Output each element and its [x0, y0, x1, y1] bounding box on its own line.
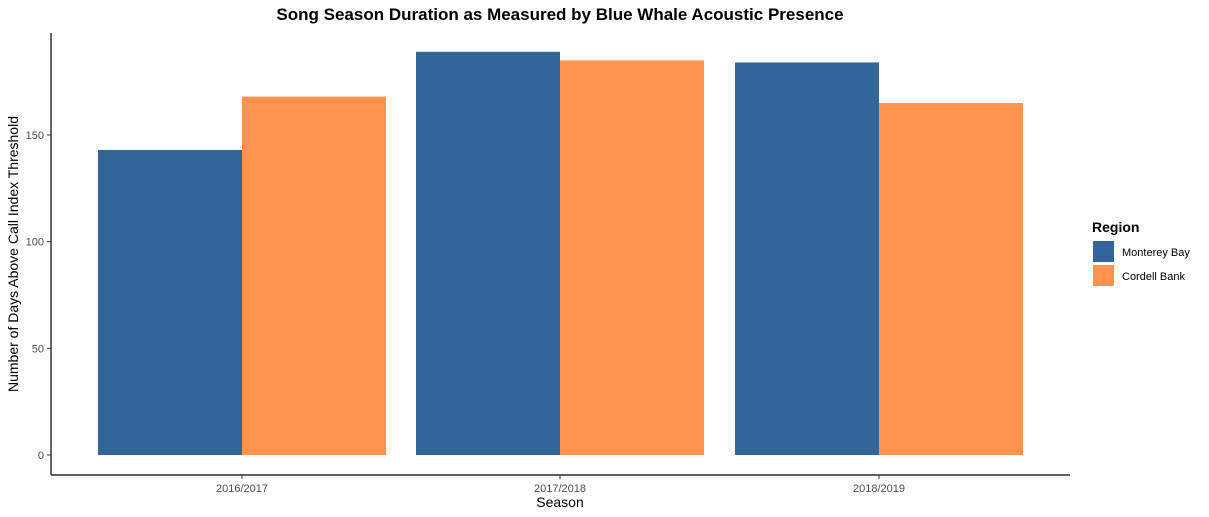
legend-title: Region	[1092, 219, 1139, 235]
y-ticks-group: 0 50 100 150	[26, 130, 51, 462]
legend-key-monterey-bay	[1093, 241, 1114, 262]
y-tick-label: 0	[38, 450, 44, 462]
x-axis-title: Season	[536, 494, 583, 510]
x-tick-label: 2018/2019	[853, 483, 905, 495]
y-tick-label: 100	[26, 237, 44, 249]
bar-cordell-bank-2018-2019	[879, 103, 1023, 455]
legend: Region Monterey Bay Cordell Bank	[1092, 219, 1190, 286]
y-tick-label: 150	[26, 130, 44, 142]
chart-title: Song Season Duration as Measured by Blue…	[276, 5, 843, 24]
legend-key-cordell-bank	[1093, 265, 1114, 286]
bar-cordell-bank-2017-2018	[560, 60, 704, 455]
bar-monterey-bay-2017-2018	[416, 51, 560, 456]
legend-label-monterey-bay: Monterey Bay	[1122, 247, 1190, 259]
x-ticks-group: 2016/2017 2017/2018 2018/2019	[216, 475, 905, 495]
legend-label-cordell-bank: Cordell Bank	[1122, 271, 1185, 283]
y-axis-title: Number of Days Above Call Index Threshol…	[5, 116, 21, 392]
bars-group	[98, 51, 1023, 456]
bar-monterey-bay-2018-2019	[735, 62, 879, 455]
x-tick-label: 2017/2018	[534, 483, 586, 495]
x-tick-label: 2016/2017	[216, 483, 268, 495]
y-tick-label: 50	[32, 343, 44, 355]
bar-monterey-bay-2016-2017	[98, 149, 242, 455]
bar-cordell-bank-2016-2017	[242, 96, 386, 455]
